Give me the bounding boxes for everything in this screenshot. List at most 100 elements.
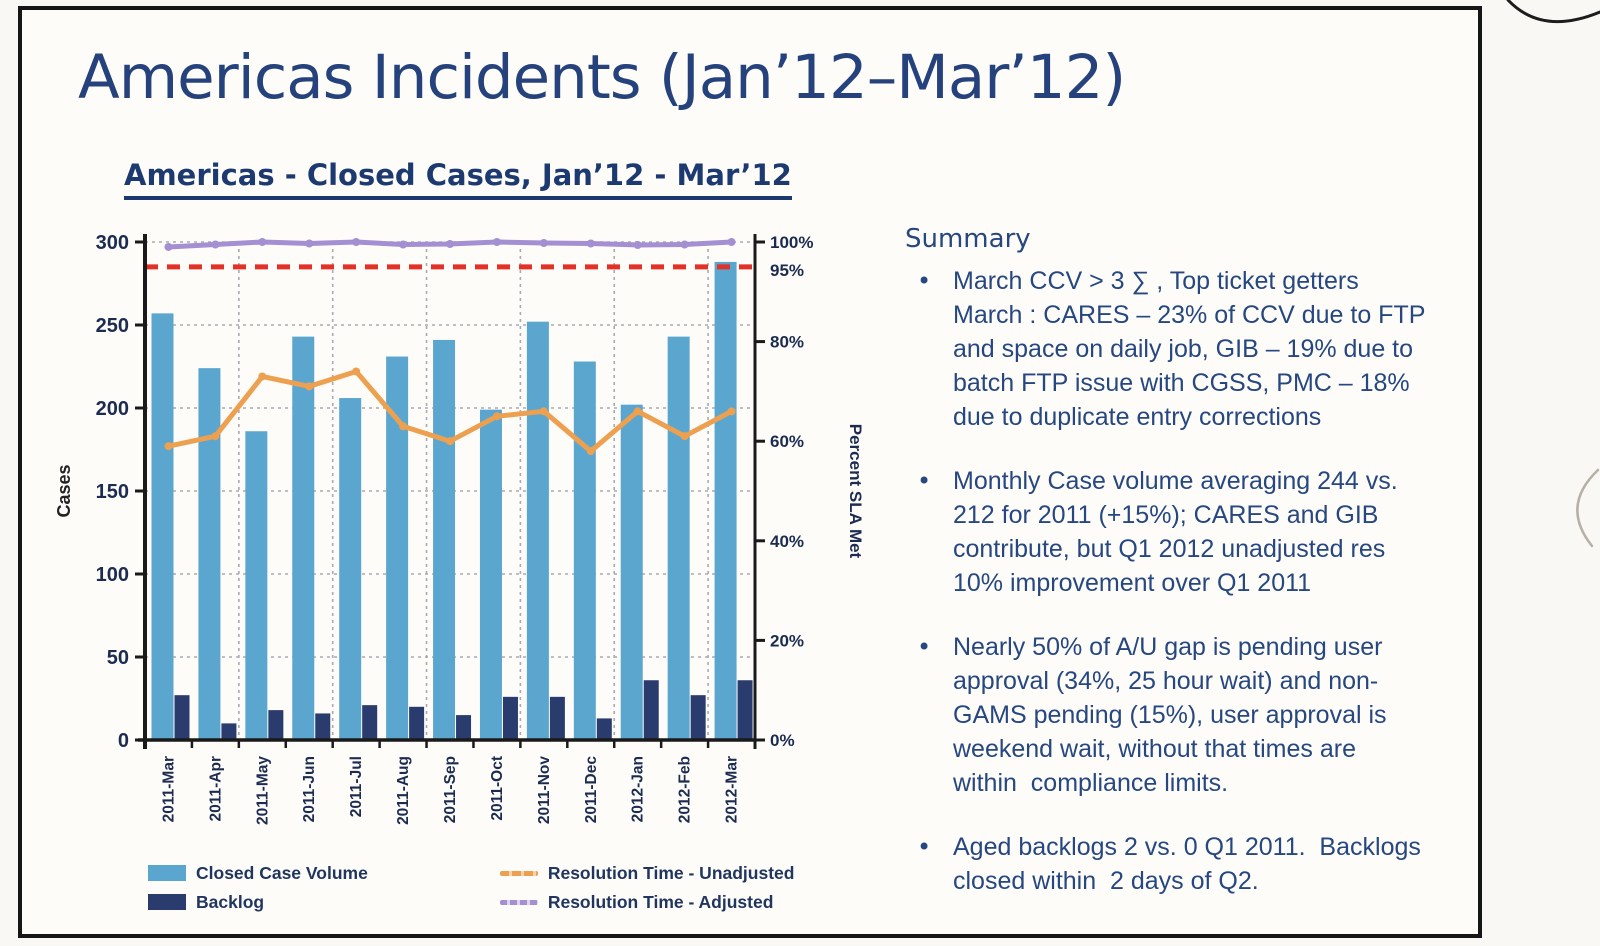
x-axis-month-label: 2012-Jan (630, 756, 647, 822)
line-marker (680, 432, 689, 441)
line-marker (633, 407, 642, 416)
left-axis-title: Cases (54, 464, 74, 517)
summary-panel: Summary • March CCV > 3 ∑ , Top ticket g… (905, 224, 1470, 898)
left-axis-tick-label: 150 (96, 481, 129, 503)
line-marker (727, 238, 736, 246)
scan-mark-right-edge (1576, 468, 1600, 548)
summary-bullet-1: • March CCV > 3 ∑ , Top ticket getters M… (905, 264, 1470, 434)
right-axis-tick-label: 0% (770, 731, 795, 750)
line-marker (352, 238, 361, 246)
x-axis-month-label: 2011-Oct (489, 756, 506, 821)
right-axis-tick-label: 80% (770, 333, 804, 352)
line-marker (446, 437, 454, 446)
bullet-text: Nearly 50% of A/U gap is pending user ap… (953, 633, 1387, 797)
right-axis-tick-label: 100% (770, 233, 813, 252)
line-marker (492, 412, 501, 421)
bar-closed-case-volume (714, 261, 737, 740)
chart-legend: Closed Case Volume Backlog Resolution Ti… (148, 862, 868, 913)
line-marker (586, 447, 595, 456)
left-axis-tick-label: 0 (118, 730, 129, 752)
bullet-text: Aged backlogs 2 vs. 0 Q1 2011. Backlogs … (953, 833, 1421, 895)
resolution-adjusted-swatch (499, 899, 538, 905)
x-axis-month-label: 2011-Aug (395, 756, 412, 825)
summary-bullet-3: • Nearly 50% of A/U gap is pending user … (905, 630, 1470, 800)
x-axis-month-label: 2011-May (254, 756, 271, 825)
bullet-icon: • (917, 467, 932, 495)
right-axis-tick-label: 20% (770, 631, 804, 650)
legend-item-backlog: Backlog (148, 891, 368, 913)
bar-backlog (268, 710, 284, 740)
left-axis-tick-label: 50 (107, 647, 129, 669)
chart-title: Americas - Closed Cases, Jan’12 - Mar’12 (124, 158, 792, 200)
bullet-text: Monthly Case volume averaging 244 vs. 21… (953, 467, 1398, 597)
bar-closed-case-volume (620, 404, 643, 740)
bar-closed-case-volume (151, 313, 174, 740)
summary-bullet-4: • Aged backlogs 2 vs. 0 Q1 2011. Backlog… (905, 830, 1470, 898)
bar-backlog (409, 706, 425, 740)
bullet-icon: • (917, 833, 932, 861)
legend-item-closed-case-volume: Closed Case Volume (148, 862, 368, 884)
legend-label: Resolution Time - Unadjusted (547, 862, 795, 883)
line-marker (164, 242, 173, 251)
legend-item-resolution-unadjusted: Resolution Time - Unadjusted (499, 862, 795, 884)
bar-backlog (362, 705, 378, 740)
bar-closed-case-volume (526, 321, 549, 740)
x-axis-month-label: 2011-Nov (536, 756, 553, 824)
x-axis-month-label: 2011-Dec (583, 756, 600, 824)
legend-item-resolution-adjusted: Resolution Time - Adjusted (499, 891, 795, 913)
bar-closed-case-volume (479, 409, 502, 740)
sla-target-label: 95% (770, 261, 804, 280)
line-marker (680, 240, 689, 249)
left-axis-tick-label: 300 (96, 232, 129, 254)
slide-title: Americas Incidents (Jan’12–Mar’12) (78, 42, 1126, 113)
scan-pen-mark-top-right (1506, 0, 1600, 24)
closed-case-volume-swatch (148, 865, 186, 881)
line-marker (399, 240, 408, 249)
line-marker (258, 238, 267, 246)
line-marker (305, 382, 314, 391)
legend-column-bars: Closed Case Volume Backlog (148, 862, 368, 913)
bar-backlog (456, 715, 472, 740)
line-marker (446, 239, 454, 248)
line-marker (727, 407, 736, 416)
bar-backlog (643, 680, 659, 740)
line-marker (305, 239, 314, 248)
x-axis-month-label: 2011-Apr (207, 756, 224, 821)
line-marker (539, 238, 548, 247)
x-axis-month-label: 2011-Mar (160, 756, 177, 822)
bar-backlog (549, 696, 565, 740)
line-marker (211, 240, 220, 249)
bar-backlog (690, 695, 706, 740)
bar-closed-case-volume (339, 398, 362, 740)
summary-heading: Summary (905, 224, 1031, 254)
chart-section: Americas - Closed Cases, Jan’12 - Mar’12 (124, 158, 792, 200)
line-marker (633, 240, 642, 249)
bullet-text: March CCV > 3 ∑ , Top ticket getters Mar… (953, 267, 1426, 431)
line-marker (492, 238, 501, 246)
x-axis-month-label: 2011-Sep (442, 756, 459, 823)
line-marker (258, 372, 267, 381)
line-marker (399, 422, 408, 431)
legend-column-lines: Resolution Time - Unadjusted Resolution … (499, 862, 795, 913)
bar-backlog (737, 680, 753, 740)
bar-backlog (315, 713, 331, 740)
bar-closed-case-volume (433, 339, 456, 740)
right-axis-tick-label: 40% (770, 532, 804, 551)
left-axis-tick-label: 250 (96, 315, 129, 337)
bar-closed-case-volume (573, 361, 596, 740)
bar-backlog (596, 718, 612, 740)
bar-closed-case-volume (386, 356, 409, 740)
bar-backlog (221, 723, 237, 740)
line-marker (211, 432, 220, 441)
bar-closed-case-volume (245, 431, 268, 740)
legend-label: Resolution Time - Adjusted (547, 891, 774, 912)
bullet-icon: • (917, 633, 932, 661)
bar-closed-case-volume (667, 336, 690, 740)
legend-label: Closed Case Volume (196, 862, 368, 883)
bar-closed-case-volume (292, 336, 315, 740)
line-marker (586, 239, 595, 248)
bar-closed-case-volume (198, 368, 221, 740)
right-axis-tick-label: 60% (770, 432, 804, 451)
line-marker (164, 442, 173, 451)
